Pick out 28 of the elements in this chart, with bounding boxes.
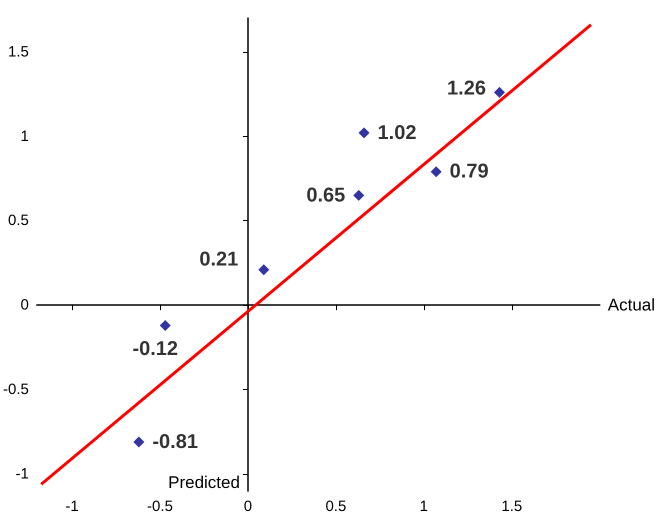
- y-axis-title: Predicted: [168, 473, 240, 492]
- data-label: 1.26: [447, 77, 486, 100]
- data-label: -0.12: [132, 338, 178, 360]
- x-tick-label: 0: [244, 498, 252, 515]
- point: [258, 264, 270, 276]
- y-tick-label: -1: [16, 466, 29, 483]
- data-label: 0.21: [199, 248, 238, 271]
- point: [133, 436, 144, 448]
- data-label: 1.02: [378, 122, 416, 144]
- x-axis-title: Actual: [608, 296, 655, 315]
- x-tick-label: -0.5: [147, 498, 173, 515]
- x-tick-label: 1: [420, 498, 428, 515]
- data-label: 0.65: [306, 184, 346, 206]
- y-tick-label: -0.5: [2, 381, 29, 398]
- y-tick-label: 0.5: [8, 212, 29, 230]
- x-tick-label: 0.5: [325, 498, 346, 515]
- y-tick-label: 1.5: [8, 43, 29, 60]
- data-label: 0.79: [450, 160, 489, 183]
- point: [160, 320, 171, 331]
- y-tick-label: 1: [20, 128, 29, 145]
- point: [358, 127, 370, 138]
- point: [430, 166, 442, 178]
- point: [494, 86, 505, 98]
- data-label: -0.81: [152, 431, 198, 454]
- y-tick-label: 0: [20, 296, 29, 314]
- x-tick-label: -1: [65, 498, 79, 515]
- x-tick-label: 1.5: [501, 498, 522, 515]
- point: [353, 190, 364, 201]
